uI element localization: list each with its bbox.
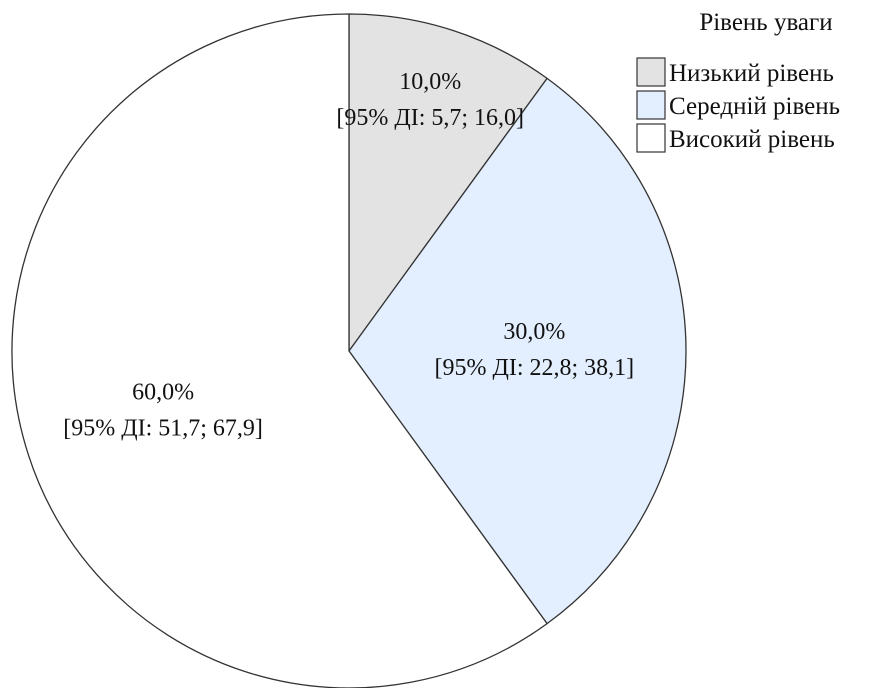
legend-entry-label: Середній рівень xyxy=(669,93,840,120)
slice-ci-label: [95% ДІ: 5,7; 16,0] xyxy=(336,105,524,131)
slice-percent-label: 60,0% xyxy=(132,379,194,405)
pie-slice-3 xyxy=(11,13,548,688)
legend-swatch-1 xyxy=(636,57,666,87)
slice-ci-label: [95% ДІ: 51,7; 67,9] xyxy=(63,415,263,441)
pie-slice-2 xyxy=(348,77,687,625)
pie-slices xyxy=(11,13,687,688)
legend-items: Низький рівень Середній рівень Високий рів… xyxy=(636,57,840,153)
legend-swatch-2 xyxy=(636,90,666,120)
slice-percent-label: 30,0% xyxy=(503,319,565,345)
pie-slice-1 xyxy=(348,13,548,354)
legend-entry-label: Низький рівень xyxy=(669,60,834,87)
legend: Рівень уваги Низький рівень Середній ріве… xyxy=(636,9,840,153)
legend-swatch-3 xyxy=(636,123,666,153)
slice-ci-label: [95% ДІ: 22,8; 38,1] xyxy=(435,355,635,381)
legend-entry-label: Високий рівень xyxy=(669,126,835,153)
legend-title: Рівень уваги xyxy=(699,9,832,36)
slice-percent-label: 10,0% xyxy=(399,69,461,95)
slice-labels: 10,0% [95% ДІ: 5,7; 16,0] 30,0% [95% ДІ: 22… xyxy=(63,69,634,441)
